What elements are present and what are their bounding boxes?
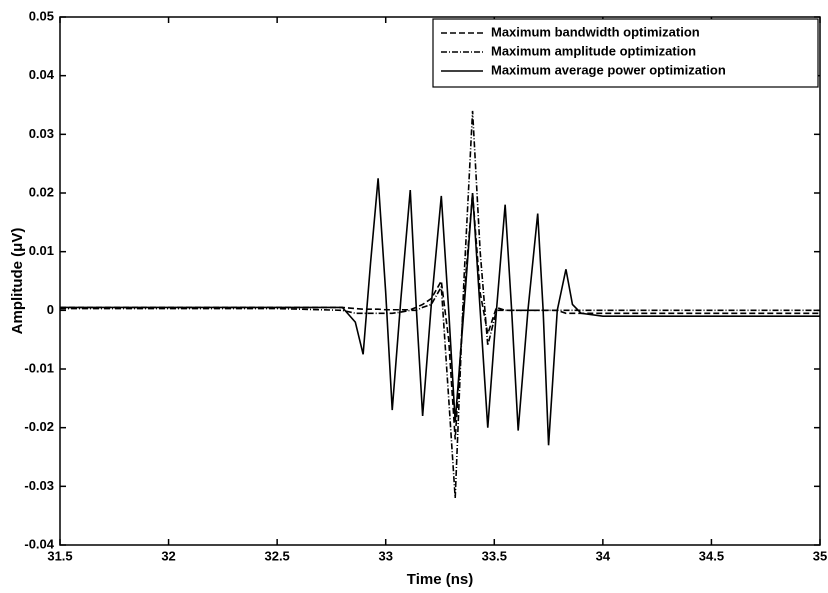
y-tick-label: -0.01 <box>24 360 54 375</box>
y-tick-label: 0.05 <box>29 8 54 23</box>
x-tick-label: 32.5 <box>264 548 289 563</box>
legend-label: Maximum bandwidth optimization <box>491 24 700 39</box>
y-tick-label: -0.04 <box>24 536 54 551</box>
legend-label: Maximum amplitude optimization <box>491 43 696 58</box>
x-tick-label: 35 <box>813 548 827 563</box>
x-tick-label: 31.5 <box>47 548 72 563</box>
y-tick-label: 0.02 <box>29 184 54 199</box>
y-tick-label: -0.02 <box>24 419 54 434</box>
legend-label: Maximum average power optimization <box>491 62 726 77</box>
series-line <box>60 110 820 499</box>
x-tick-label: 33 <box>378 548 392 563</box>
y-tick-label: 0.01 <box>29 243 54 258</box>
series-line <box>60 178 820 446</box>
y-tick-label: 0.03 <box>29 126 54 141</box>
x-tick-label: 34 <box>596 548 611 563</box>
x-tick-label: 34.5 <box>699 548 724 563</box>
y-axis-label: Amplitude (μV) <box>9 228 26 335</box>
x-tick-label: 33.5 <box>482 548 507 563</box>
y-tick-label: 0.04 <box>29 67 55 82</box>
y-tick-label: 0 <box>47 302 54 317</box>
x-axis-label: Time (ns) <box>407 571 473 588</box>
y-tick-label: -0.03 <box>24 478 54 493</box>
legend-box <box>432 18 819 88</box>
plot-frame <box>59 16 821 546</box>
x-tick-label: 32 <box>161 548 175 563</box>
